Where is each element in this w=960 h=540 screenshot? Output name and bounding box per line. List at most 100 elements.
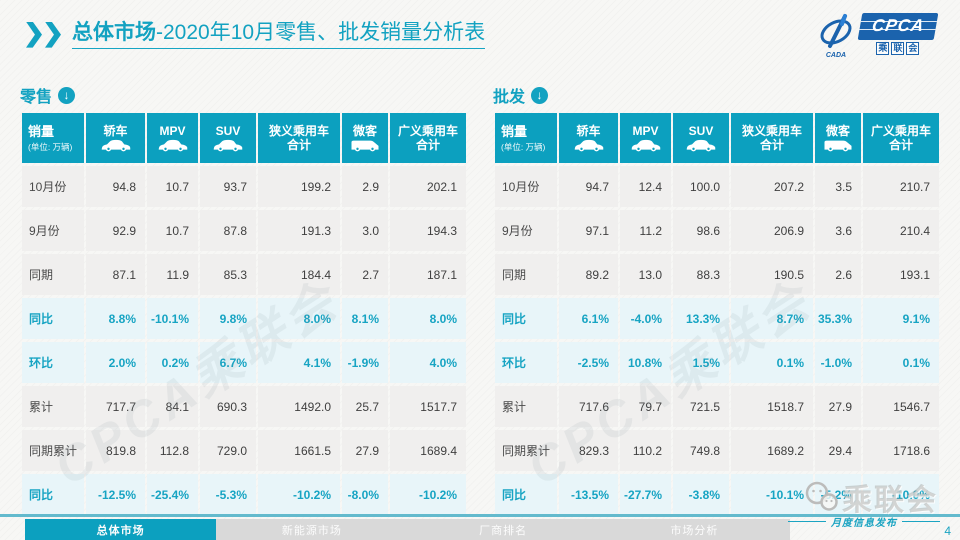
value-cell: 85.3 <box>200 254 256 295</box>
car-icon <box>631 140 660 152</box>
wholesale-title: 批发 <box>493 89 526 106</box>
row-label: 同期 <box>495 254 557 295</box>
download-arrow-icon: ↓ <box>531 86 549 104</box>
table-row: 同比 -13.5% -27.7% -3.8% -10.1% -5.2% -10.0% <box>495 474 939 515</box>
value-cell: -10.2% <box>258 474 340 515</box>
column-label: 销量 <box>501 124 528 140</box>
column-header: 微客 <box>342 113 388 163</box>
value-cell: 79.7 <box>620 386 671 427</box>
row-label: 同期 <box>22 254 84 295</box>
logo-stripe <box>860 21 937 23</box>
cpca-logo: CADA CPCA 乘联会 <box>815 13 939 59</box>
value-cell: 6.7% <box>200 342 256 383</box>
value-cell: 3.0 <box>342 210 388 251</box>
value-cell: 207.2 <box>731 166 813 207</box>
value-cell: 1.5% <box>673 342 729 383</box>
value-cell: 1689.4 <box>390 430 466 471</box>
column-sublabel: (单位: 万辆) <box>28 141 73 152</box>
value-cell: 1492.0 <box>258 386 340 427</box>
row-label: 环比 <box>495 342 557 383</box>
footer-tab-1[interactable]: 新能源市场 <box>281 524 342 537</box>
chevron-right-icon <box>45 21 61 48</box>
value-cell: 94.7 <box>559 166 618 207</box>
value-cell: -3.8% <box>673 474 729 515</box>
release-note: 月度信息发布 <box>788 514 940 529</box>
value-cell: 11.9 <box>147 254 198 295</box>
retail-table-header: 零售 ↓ <box>20 84 468 106</box>
van-icon <box>351 140 379 152</box>
van-icon <box>824 140 852 152</box>
table-row: 9月份 92.9 10.7 87.8 191.3 3.0 194.3 <box>22 210 466 251</box>
footer-tab-2[interactable]: 厂商排名 <box>479 524 528 537</box>
column-header-sales: 销量 (单位: 万辆) <box>22 113 84 163</box>
page-title: 总体市场-2020年10月零售、批发销量分析表 <box>72 20 486 50</box>
value-cell: 202.1 <box>390 166 466 207</box>
value-cell: 2.7 <box>342 254 388 295</box>
value-cell: -13.5% <box>559 474 618 515</box>
value-cell: 100.0 <box>673 166 729 207</box>
value-cell: 35.3% <box>815 298 861 339</box>
page-title-bold: 总体市场 <box>72 21 156 44</box>
page-number: 4 <box>944 524 951 538</box>
footer-tab-0[interactable]: 总体市场 <box>25 519 217 540</box>
value-cell: 1517.7 <box>390 386 466 427</box>
value-cell: -8.0% <box>342 474 388 515</box>
cpca-acronym-label: CPCA <box>870 16 926 35</box>
value-cell: 10.7 <box>147 210 198 251</box>
row-label: 环比 <box>22 342 84 383</box>
cpca-acronym: CPCA <box>857 13 939 40</box>
value-cell: 110.2 <box>620 430 671 471</box>
value-cell: 8.8% <box>86 298 145 339</box>
value-cell: -10.1% <box>731 474 813 515</box>
download-arrow-icon: ↓ <box>58 86 76 104</box>
value-cell: 2.6 <box>815 254 861 295</box>
table-row: 同比 8.8% -10.1% 9.8% 8.0% 8.1% 8.0% <box>22 298 466 339</box>
title-bar: 总体市场-2020年10月零售、批发销量分析表 <box>26 20 810 50</box>
cpca-logo-swoosh-icon: CADA <box>820 14 852 59</box>
release-note-line <box>902 521 940 522</box>
row-label: 同比 <box>495 474 557 515</box>
value-cell: -5.2% <box>815 474 861 515</box>
logo-name-char: 会 <box>906 42 920 55</box>
footer-tabs: 总体市场 新能源市场 厂商排名 市场分析 <box>25 519 790 540</box>
column-header: 微客 <box>815 113 861 163</box>
value-cell: 2.9 <box>342 166 388 207</box>
release-note-label: 月度信息发布 <box>831 518 897 529</box>
column-header: MPV <box>620 113 671 163</box>
value-cell: -4.0% <box>620 298 671 339</box>
value-cell: 8.0% <box>390 298 466 339</box>
value-cell: 749.8 <box>673 430 729 471</box>
table-row: 同比 -12.5% -25.4% -5.3% -10.2% -8.0% -10.2% <box>22 474 466 515</box>
value-cell: 12.4 <box>620 166 671 207</box>
value-cell: 6.1% <box>559 298 618 339</box>
double-chevron-icon <box>26 21 61 48</box>
wholesale-table: 销量 (单位: 万辆) 轿车 MPV SUV 狭义乘用车 合计 微客 广义乘用车 合计 10月份 94… <box>493 110 941 518</box>
logo-name-boxes: 乘联会 <box>876 42 920 55</box>
column-sublabel: (单位: 万辆) <box>501 141 546 152</box>
car-icon <box>686 140 716 152</box>
value-cell: 9.1% <box>863 298 939 339</box>
value-cell: 191.3 <box>258 210 340 251</box>
value-cell: -12.5% <box>86 474 145 515</box>
footer-tab-3[interactable]: 市场分析 <box>670 524 719 537</box>
value-cell: -10.2% <box>390 474 466 515</box>
row-label: 10月份 <box>495 166 557 207</box>
column-header: 狭义乘用车 合计 <box>258 113 340 163</box>
value-cell: 187.1 <box>390 254 466 295</box>
value-cell: -5.3% <box>200 474 256 515</box>
value-cell: 8.0% <box>258 298 340 339</box>
logo-stripe <box>859 28 936 30</box>
value-cell: -2.5% <box>559 342 618 383</box>
value-cell: 3.5 <box>815 166 861 207</box>
value-cell: 193.1 <box>863 254 939 295</box>
value-cell: 10.8% <box>620 342 671 383</box>
column-header: 轿车 <box>559 113 618 163</box>
value-cell: 9.8% <box>200 298 256 339</box>
value-cell: 210.4 <box>863 210 939 251</box>
value-cell: 25.7 <box>342 386 388 427</box>
value-cell: 84.1 <box>147 386 198 427</box>
column-header: SUV <box>673 113 729 163</box>
value-cell: -27.7% <box>620 474 671 515</box>
column-header: 广义乘用车 合计 <box>390 113 466 163</box>
